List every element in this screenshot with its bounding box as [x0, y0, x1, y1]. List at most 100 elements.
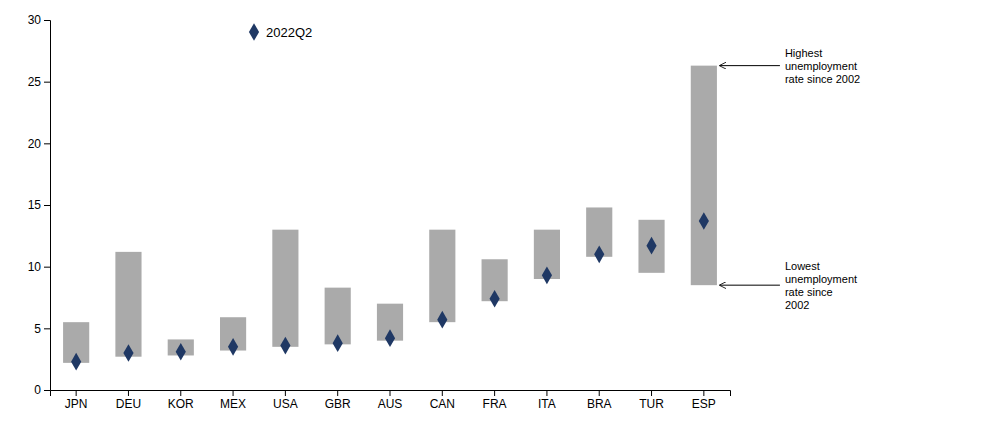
x-tick: KOR	[168, 390, 194, 411]
y-tick-mark	[44, 82, 50, 83]
x-tick-label: ITA	[538, 397, 556, 411]
y-tick-label: 30	[28, 13, 42, 27]
point	[542, 266, 552, 284]
x-tick: DEU	[116, 390, 141, 411]
point	[385, 329, 395, 347]
range-bar	[115, 252, 141, 357]
y-tick: 0	[34, 383, 50, 397]
y-tick: 10	[28, 260, 50, 274]
point	[333, 334, 343, 352]
point	[280, 337, 290, 355]
x-tick-label: ESP	[692, 397, 716, 411]
y-tick-mark	[44, 205, 50, 206]
y-tick-label: 10	[28, 260, 42, 274]
y-axis: 0 5 10 15 20 25 30	[28, 13, 51, 397]
legend: 2022Q2	[249, 23, 312, 41]
y-tick-mark	[44, 328, 50, 329]
range-bar	[272, 230, 298, 347]
annotation-line: Lowest	[785, 260, 820, 272]
bar-series	[63, 66, 717, 363]
x-tick-mark	[703, 390, 704, 396]
annotation: Highestunemploymentrate since 2002	[785, 47, 860, 85]
x-tick: CAN	[430, 390, 455, 411]
point	[437, 311, 447, 329]
legend-symbol	[249, 23, 259, 41]
x-tick: AUS	[378, 390, 403, 411]
annotation-line: rate since 2002	[785, 73, 860, 85]
x-tick: MEX	[220, 390, 246, 411]
annotation-arrow	[720, 65, 780, 66]
x-tick: JPN	[65, 390, 88, 411]
x-tick: ESP	[692, 390, 716, 411]
y-tick-mark	[44, 390, 50, 391]
chart: 0 5 10 15 20 25 30 JPN DEU KOR MEX USA GBR AUS CAN FRA I…	[0, 0, 1000, 430]
x-tick-mark	[599, 390, 600, 396]
x-tick-label: TUR	[639, 397, 664, 411]
x-tick-mark	[546, 390, 547, 396]
plot: 0 5 10 15 20 25 30 JPN DEU KOR MEX USA GBR AUS CAN FRA I…	[28, 13, 861, 410]
point-series	[71, 212, 709, 370]
range-bar	[691, 66, 717, 286]
x-tick-mark	[285, 390, 286, 396]
y-tick-label: 15	[28, 198, 42, 212]
annotation-line: unemployment	[785, 273, 857, 285]
x-tick-mark	[128, 390, 129, 396]
y-tick: 30	[28, 13, 50, 27]
point	[176, 343, 186, 361]
x-tick-mark	[442, 390, 443, 396]
y-tick: 25	[28, 75, 50, 89]
x-tick: GBR	[325, 390, 351, 411]
x-tick-label: CAN	[430, 397, 455, 411]
x-tick-label: DEU	[116, 397, 141, 411]
x-axis-line	[51, 391, 731, 397]
x-axis: JPN DEU KOR MEX USA GBR AUS CAN FRA ITA BRA TUR ESP	[51, 390, 731, 411]
y-tick-label: 20	[28, 137, 42, 151]
x-tick-mark	[390, 390, 391, 396]
x-tick: TUR	[639, 390, 664, 411]
y-tick-label: 5	[34, 322, 41, 336]
x-tick-mark	[180, 390, 181, 396]
x-tick: FRA	[483, 390, 507, 411]
x-tick-label: GBR	[325, 397, 351, 411]
legend-item: 2022Q2	[249, 23, 312, 41]
x-tick-mark	[337, 390, 338, 396]
legend-label: 2022Q2	[266, 25, 312, 40]
x-tick-mark	[233, 390, 234, 396]
x-tick-label: USA	[273, 397, 298, 411]
x-tick-mark	[494, 390, 495, 396]
range-bar	[638, 220, 664, 273]
x-tick: ITA	[538, 390, 556, 411]
point	[594, 246, 604, 264]
y-tick-mark	[44, 20, 50, 21]
x-tick-label: AUS	[378, 397, 403, 411]
annotation-line: unemployment	[785, 60, 857, 72]
point	[490, 290, 500, 308]
annotation-line: Highest	[785, 47, 822, 59]
point	[123, 344, 133, 362]
range-bar	[429, 230, 455, 323]
point	[699, 212, 709, 230]
y-tick-label: 25	[28, 75, 42, 89]
annotations: Highestunemploymentrate since 2002Lowest…	[720, 47, 860, 311]
x-tick: BRA	[587, 390, 612, 411]
annotation-arrow	[720, 285, 780, 286]
marks	[63, 66, 717, 371]
x-tick-mark	[651, 390, 652, 396]
x-tick-label: JPN	[65, 397, 88, 411]
y-axis-line	[44, 21, 51, 391]
x-tick: USA	[273, 390, 298, 411]
x-tick-label: KOR	[168, 397, 194, 411]
annotation-line: rate since	[785, 286, 833, 298]
annotation-line: 2002	[785, 299, 809, 311]
point	[646, 237, 656, 255]
y-tick-mark	[44, 143, 50, 144]
y-tick: 20	[28, 137, 50, 151]
y-tick: 5	[34, 322, 50, 336]
y-tick-mark	[44, 267, 50, 268]
y-tick: 15	[28, 198, 50, 212]
x-tick-mark	[76, 390, 77, 396]
point	[71, 353, 81, 371]
x-tick-label: BRA	[587, 397, 612, 411]
annotation: Lowestunemploymentrate since2002	[785, 260, 857, 311]
y-tick-label: 0	[34, 383, 41, 397]
